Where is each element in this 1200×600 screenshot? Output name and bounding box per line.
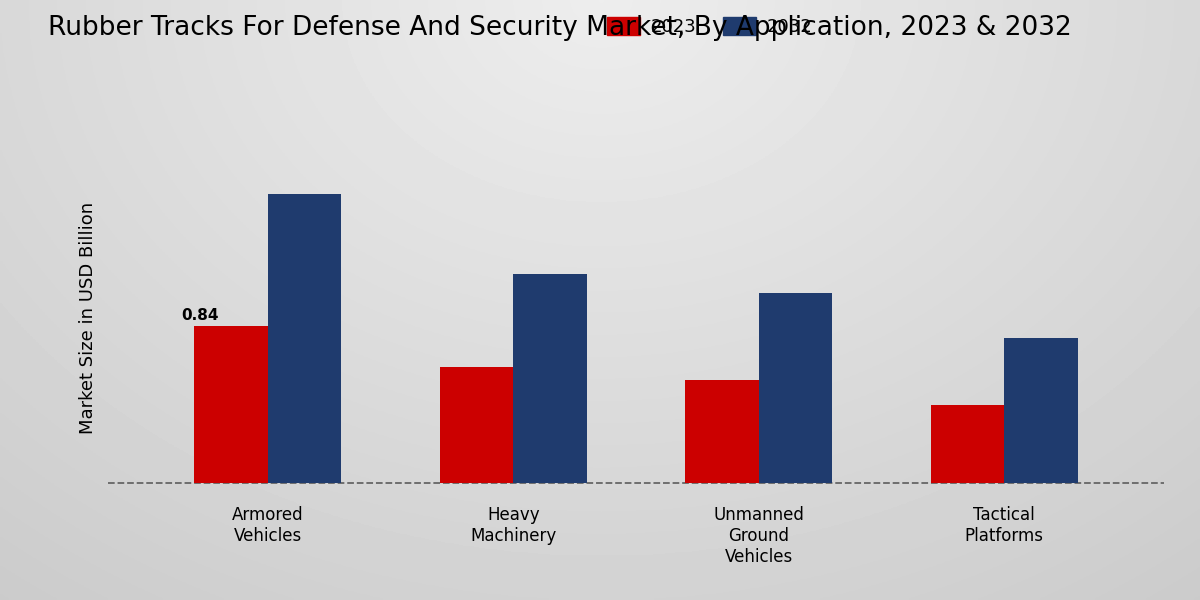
Bar [685,380,758,483]
Bar [758,293,833,483]
Legend: 2023, 2032: 2023, 2032 [600,10,820,43]
Y-axis label: Market Size in USD Billion: Market Size in USD Billion [79,202,97,434]
Text: Rubber Tracks For Defense And Security Market, By Application, 2023 & 2032: Rubber Tracks For Defense And Security M… [48,15,1072,41]
Text: 0.84: 0.84 [181,308,218,323]
Bar [1004,338,1078,483]
Bar [931,405,1004,483]
Bar [514,274,587,483]
Bar [439,367,514,483]
Bar [268,194,341,483]
Bar [194,326,268,483]
